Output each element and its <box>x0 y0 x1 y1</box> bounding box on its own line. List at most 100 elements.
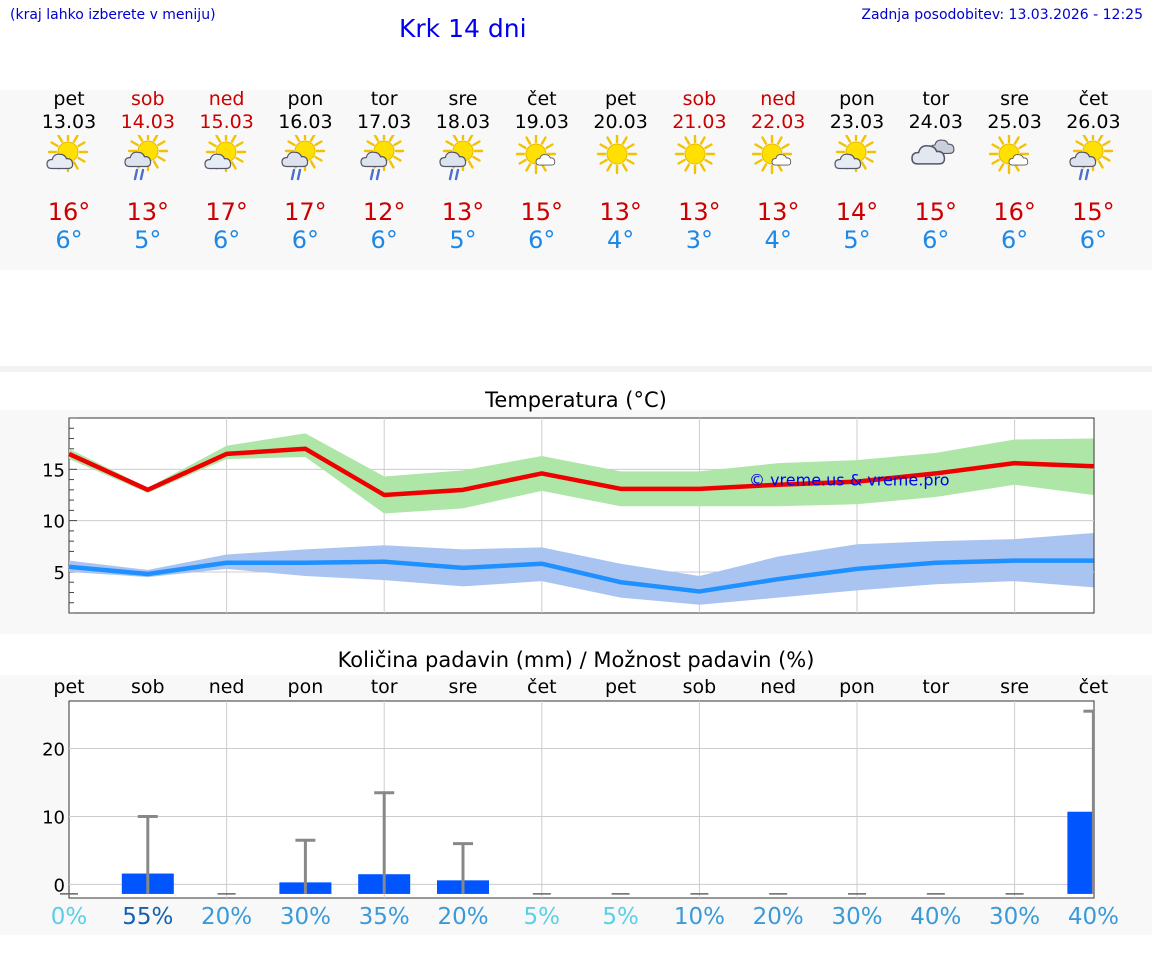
min-temp-point <box>777 578 779 580</box>
precip-chance: 55% <box>122 904 174 930</box>
temp-min: 6° <box>55 226 83 254</box>
temp-max: 15° <box>914 198 958 226</box>
min-temp-point <box>1092 560 1094 562</box>
temp-min: 5° <box>843 226 871 254</box>
sun-cloud-icon <box>831 131 887 189</box>
min-temp-point <box>304 562 306 564</box>
precip-chance: 40% <box>910 904 962 930</box>
day-name: čet <box>1078 88 1109 110</box>
day-name: tor <box>922 88 950 110</box>
precip-chance: 30% <box>831 904 883 930</box>
precip-day-name: tor <box>370 676 398 698</box>
temp-max: 16° <box>47 198 91 226</box>
day-name: čet <box>527 88 557 110</box>
temp-max: 15° <box>520 198 564 226</box>
y-tick-label: 20 <box>42 740 65 761</box>
max-temp-point <box>1014 462 1016 464</box>
temp-max: 12° <box>362 198 406 226</box>
day-name: ned <box>208 88 245 110</box>
min-temp-point <box>698 590 700 592</box>
min-temp-point <box>226 562 228 564</box>
location-hint[interactable]: (kraj lahko izberete v meniju) <box>10 7 216 23</box>
day-date: 14.03 <box>120 111 175 133</box>
day-date: 26.03 <box>1066 111 1121 133</box>
day-date: 20.03 <box>593 111 648 133</box>
min-temp-point <box>68 566 70 568</box>
forecast-band <box>0 90 1152 270</box>
precip-day-name: čet <box>527 676 557 698</box>
day-name: sob <box>131 88 165 110</box>
day-date: 17.03 <box>356 111 412 133</box>
day-name: pet <box>604 88 637 110</box>
temp-max: 13° <box>441 198 485 226</box>
min-temp-line <box>68 558 1094 594</box>
temp-max: 13° <box>126 198 170 226</box>
temperature-chart: © vreme.us & vreme.pro 5 10 15 <box>42 417 1095 614</box>
precip-day-name: sob <box>131 676 165 698</box>
temp-min: 6° <box>1079 226 1108 254</box>
precipitation-title: Količina padavin (mm) / Možnost padavin … <box>337 648 815 672</box>
precip-day-name: čet <box>1078 676 1109 698</box>
min-temp-point <box>147 573 149 575</box>
precip-chance: 20% <box>437 904 489 930</box>
temp-min: 5° <box>134 226 162 254</box>
temp-max: 15° <box>1072 198 1115 226</box>
min-temp-point <box>856 568 858 570</box>
max-temp-point <box>1092 465 1094 467</box>
sun-icon <box>595 133 651 189</box>
sun-cloud-icon <box>201 131 257 189</box>
max-temp-point <box>620 488 622 490</box>
precip-chance: 30% <box>989 904 1041 930</box>
max-temp-point <box>935 472 937 474</box>
temp-min: 6° <box>291 226 320 254</box>
day-name: ned <box>760 88 797 110</box>
day-date: 18.03 <box>435 111 491 133</box>
day-date: 24.03 <box>908 111 963 133</box>
plot-area <box>68 700 1095 899</box>
day-name: pet <box>53 88 85 110</box>
temp-min: 5° <box>449 226 477 254</box>
temp-min: 4° <box>764 226 792 254</box>
y-tick-label: 10 <box>42 512 65 533</box>
max-temp-point <box>541 472 543 474</box>
temp-min: 6° <box>1000 226 1029 254</box>
precip-chance: 10% <box>673 904 725 930</box>
precip-day-name: pet <box>53 676 85 698</box>
precip-bar <box>1067 811 1094 894</box>
temp-max: 14° <box>835 198 879 226</box>
precip-chance: 40% <box>1067 904 1119 930</box>
temp-max: 17° <box>205 198 248 226</box>
sun-icon <box>673 133 729 189</box>
precip-day-name: pet <box>604 676 637 698</box>
temp-max: 13° <box>599 198 642 226</box>
min-temp-point <box>383 561 385 563</box>
page-title: Krk 14 dni <box>399 14 527 43</box>
max-temp-point <box>777 484 779 486</box>
min-temp-band <box>69 532 1094 605</box>
temp-min: 3° <box>685 226 714 254</box>
day-name: pon <box>839 88 875 110</box>
precip-chance: 0% <box>50 904 88 930</box>
day-name: sre <box>448 88 478 110</box>
y-tick-label: 5 <box>54 563 65 584</box>
divider <box>0 366 1152 372</box>
y-tick-label: 15 <box>42 460 65 481</box>
sun-cloud-rain-icon <box>122 130 178 189</box>
sun-small-cloud-icon <box>751 133 808 189</box>
precip-chance: 35% <box>358 904 410 930</box>
max-temp-point <box>462 489 464 491</box>
temp-max: 13° <box>678 198 721 226</box>
day-date: 15.03 <box>199 111 254 133</box>
day-name: pon <box>287 88 324 110</box>
day-name: tor <box>370 88 398 110</box>
precip-chance: 5% <box>602 904 639 930</box>
watermark: © vreme.us & vreme.pro <box>749 471 950 490</box>
day-date: 13.03 <box>41 111 97 133</box>
min-temp-point <box>620 581 622 583</box>
min-temp-point <box>935 562 937 564</box>
last-updated: Zadnja posodobitev: 13.03.2026 - 12:25 <box>861 7 1143 23</box>
y-tick-label: 0 <box>54 875 65 896</box>
precip-day-name: ned <box>208 676 245 698</box>
precip-day-name: pon <box>839 676 875 698</box>
sun-small-cloud-icon <box>515 133 572 189</box>
